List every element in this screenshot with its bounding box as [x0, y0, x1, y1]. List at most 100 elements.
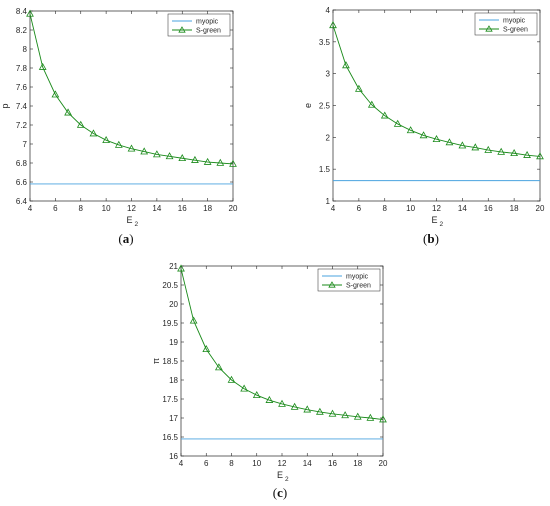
x-axis-label-subscript: 2 [285, 476, 289, 483]
data-point-triangle [366, 413, 375, 421]
data-point-triangle [315, 407, 324, 415]
data-point-triangle [342, 61, 350, 69]
data-point-triangle [178, 154, 187, 162]
legend-entry: S-green [346, 283, 371, 290]
caption-paren-close: ) [283, 485, 287, 500]
data-point-triangle [191, 155, 199, 163]
data-point-triangle [202, 344, 211, 353]
x-tick-label: 12 [432, 204, 441, 213]
data-point-triangle [523, 150, 531, 158]
x-tick-label: 10 [102, 204, 111, 213]
data-point-triangle [290, 402, 299, 410]
data-point-triangle [26, 9, 34, 17]
x-axis-label: E [431, 215, 437, 225]
caption-paren-close: ) [129, 231, 133, 246]
data-point-triangle [278, 399, 286, 407]
x-tick-label: 16 [328, 459, 337, 468]
series-line-s-green [29, 13, 234, 165]
data-point-triangle [354, 84, 363, 92]
x-tick-label: 4 [179, 459, 184, 468]
data-point-triangle [38, 62, 47, 70]
data-point-triangle [189, 316, 198, 324]
caption-letter: b [427, 231, 434, 246]
y-tick-label: 6.4 [16, 197, 28, 206]
chart-panel-c: 4 6 8 10 12 14 16 18 20 16 16.5 17 17.5 18 18.5 19 19.5 2… [151, 262, 388, 500]
y-tick-label: 2.5 [319, 102, 331, 111]
x-tick-label: 12 [127, 204, 136, 213]
y-axis-label: π [151, 358, 161, 364]
legend-box [317, 268, 381, 292]
y-tick-label: 8.2 [16, 26, 28, 35]
panel-caption: (b) [423, 231, 439, 246]
caption-letter: a [123, 231, 130, 246]
x-tick-label: 6 [357, 204, 362, 213]
data-point-triangle [240, 384, 249, 392]
y-tick-label: 8 [23, 45, 28, 54]
data-point-triangle [214, 363, 223, 371]
x-tick-label: 4 [331, 204, 336, 213]
x-tick-label: 14 [303, 459, 312, 468]
x-tick-label: 6 [204, 459, 209, 468]
data-point-triangle [227, 375, 236, 383]
data-point-triangle [353, 412, 362, 420]
legend-marker-triangle [485, 25, 493, 32]
y-tick-label: 16.5 [162, 433, 178, 442]
y-axis-label: e [303, 103, 313, 108]
y-tick-label: 18.5 [162, 357, 178, 366]
x-tick-label: 14 [152, 204, 161, 213]
data-point-triangle [341, 411, 350, 419]
data-point-triangle [89, 129, 98, 137]
x-tick-label: 12 [278, 459, 287, 468]
legend-marker-triangle [328, 281, 336, 288]
y-tick-label: 7 [23, 140, 28, 149]
y-tick-label: 7.6 [16, 83, 28, 92]
y-tick-label: 19.5 [162, 319, 178, 328]
caption-paren-open: ( [423, 231, 427, 246]
data-point-triangle [380, 111, 389, 119]
data-point-triangle [367, 100, 376, 108]
x-tick-label: 16 [178, 204, 187, 213]
data-point-triangle [432, 135, 441, 143]
data-point-triangle [536, 152, 544, 160]
data-point-triangle [203, 157, 212, 165]
y-tick-label: 7.4 [16, 102, 28, 111]
data-point-triangle [329, 21, 337, 29]
data-point-triangle [328, 409, 337, 417]
x-tick-label: 20 [229, 204, 238, 213]
data-point-triangle [379, 415, 387, 423]
data-point-triangle [445, 138, 454, 146]
legend-entry: S-green [196, 28, 221, 35]
plot-area [29, 10, 234, 202]
x-axis-label: E [277, 470, 283, 480]
y-tick-label: 8.4 [16, 7, 28, 16]
y-tick-label: 18 [169, 376, 178, 385]
data-point-triangle [127, 144, 136, 152]
x-axis-label: E [126, 215, 132, 225]
y-tick-label: 3.5 [319, 38, 331, 47]
data-point-triangle [229, 159, 237, 167]
y-tick-label: 20.5 [162, 281, 178, 290]
y-tick-label: 21 [169, 262, 178, 271]
y-tick-label: 19 [169, 338, 178, 347]
x-tick-label: 20 [379, 459, 388, 468]
x-axis-label-subscript: 2 [440, 221, 444, 228]
legend-entry: myopic [503, 18, 526, 25]
x-tick-label: 6 [53, 204, 58, 213]
y-tick-label: 4 [326, 6, 331, 15]
x-tick-label: 20 [536, 204, 545, 213]
data-point-triangle [51, 90, 60, 98]
data-point-triangle [140, 147, 149, 155]
y-tick-label: 17 [169, 414, 178, 423]
x-tick-label: 10 [252, 459, 261, 468]
y-tick-label: 20 [169, 300, 178, 309]
data-point-triangle [510, 149, 519, 157]
y-tick-label: 1.5 [319, 165, 331, 174]
legend-entry: myopic [196, 19, 219, 26]
y-tick-label: 7.8 [16, 64, 28, 73]
data-point-triangle [177, 264, 185, 272]
x-tick-label: 8 [383, 204, 388, 213]
legend-entry: S-green [503, 27, 528, 34]
series-line-s-green [332, 25, 541, 157]
y-tick-label: 7.2 [16, 121, 28, 130]
